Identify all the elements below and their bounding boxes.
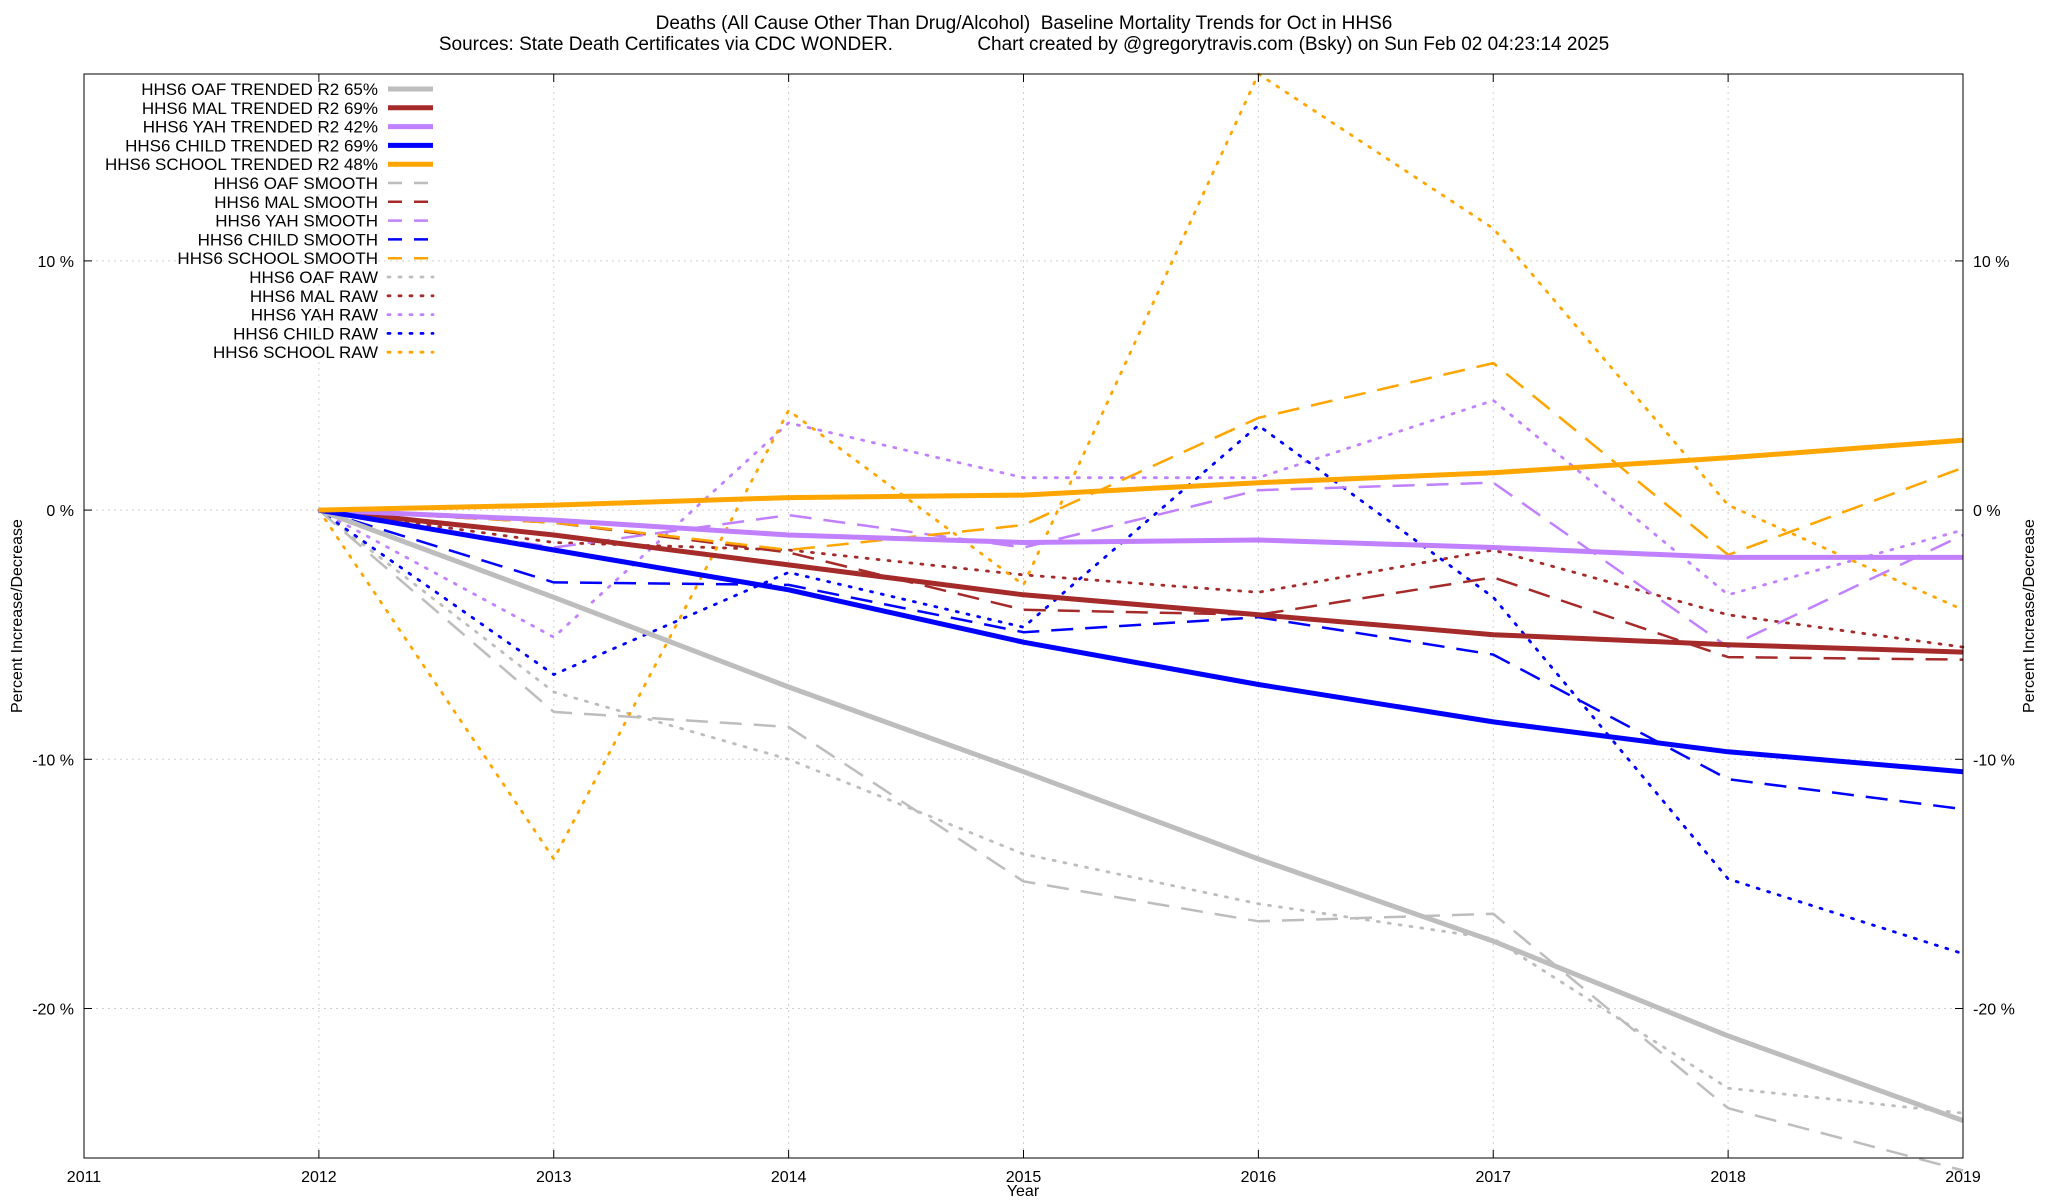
y2-tick-label: 10 % <box>1973 254 2009 271</box>
series-line-child-smooth <box>318 508 1964 811</box>
y2-tick-label: 0 % <box>1973 503 2001 520</box>
x-tick-label: 2018 <box>1710 1169 1746 1186</box>
chart-title: Deaths (All Cause Other Than Drug/Alcoho… <box>655 13 1393 34</box>
x-axis-title: Year <box>1007 1183 1040 1200</box>
legend-label: HHS6 OAF RAW <box>249 268 378 287</box>
legend-label: HHS6 CHILD RAW <box>233 324 378 343</box>
y2-tick-label: -10 % <box>1973 752 2015 769</box>
tick-layer: 2011 2012 2013 2014 2015 2016 2017 2018 2019 10 %… <box>32 74 2015 1186</box>
x-tick-label: 2011 <box>67 1169 102 1186</box>
series-line-yah-smooth <box>318 481 1964 649</box>
series-line-yah-raw <box>317 398 1965 639</box>
series-line-school-smooth <box>318 361 1964 557</box>
y-tick-label: 10 % <box>38 254 74 271</box>
x-tick-label: 2014 <box>771 1169 807 1186</box>
series-line-school-trend <box>318 437 1964 513</box>
series-layer <box>317 72 1965 1172</box>
series-line-oaf-raw <box>317 508 1965 1115</box>
x-tick-label: 2017 <box>1475 1169 1511 1186</box>
legend-label: HHS6 CHILD SMOOTH <box>198 230 378 249</box>
legend-label: HHS6 OAF TRENDED R2 65% <box>141 80 378 99</box>
series-line-yah-trend <box>318 507 1963 560</box>
y2-axis-title: Percent Increase/Decrease <box>2021 519 2038 713</box>
y-tick-label: -20 % <box>32 1001 74 1018</box>
series-line-child-trend <box>318 507 1964 775</box>
legend-label: HHS6 CHILD TRENDED R2 69% <box>125 136 378 155</box>
series-line-mal-trend <box>318 507 1964 655</box>
series-line-school-raw <box>317 72 1965 861</box>
series-line-oaf-trend <box>318 507 1964 1123</box>
legend: HHS6 OAF TRENDED R2 65%HHS6 MAL TRENDED … <box>105 80 435 362</box>
legend-label: HHS6 MAL SMOOTH <box>214 193 378 212</box>
y-tick-label: -10 % <box>32 752 74 769</box>
x-tick-label: 2012 <box>301 1169 337 1186</box>
x-tick-label: 2015 <box>1006 1169 1042 1186</box>
legend-label: HHS6 YAH RAW <box>251 306 378 325</box>
legend-label: HHS6 YAH TRENDED R2 42% <box>143 118 378 137</box>
chart-subtitle: Sources: State Death Certificates via CD… <box>438 34 1610 55</box>
series-line-child-raw <box>317 423 1965 956</box>
legend-label: HHS6 MAL RAW <box>250 287 378 306</box>
x-tick-label: 2019 <box>1945 1169 1981 1186</box>
y2-tick-label: -20 % <box>1973 1001 2015 1018</box>
series-line-mal-raw <box>317 508 1965 649</box>
legend-label: HHS6 SCHOOL SMOOTH <box>177 249 378 268</box>
x-tick-label: 2016 <box>1241 1169 1277 1186</box>
series-line-oaf-smooth <box>318 509 1964 1172</box>
legend-label: HHS6 YAH SMOOTH <box>215 212 378 231</box>
legend-label: HHS6 MAL TRENDED R2 69% <box>142 99 378 118</box>
legend-label: HHS6 SCHOOL RAW <box>213 343 378 362</box>
y-tick-label: 0 % <box>46 503 74 520</box>
x-tick-label: 2013 <box>536 1169 572 1186</box>
y-axis-title: Percent Increase/Decrease <box>9 519 26 713</box>
legend-label: HHS6 OAF SMOOTH <box>214 174 378 193</box>
legend-label: HHS6 SCHOOL TRENDED R2 48% <box>105 155 378 174</box>
